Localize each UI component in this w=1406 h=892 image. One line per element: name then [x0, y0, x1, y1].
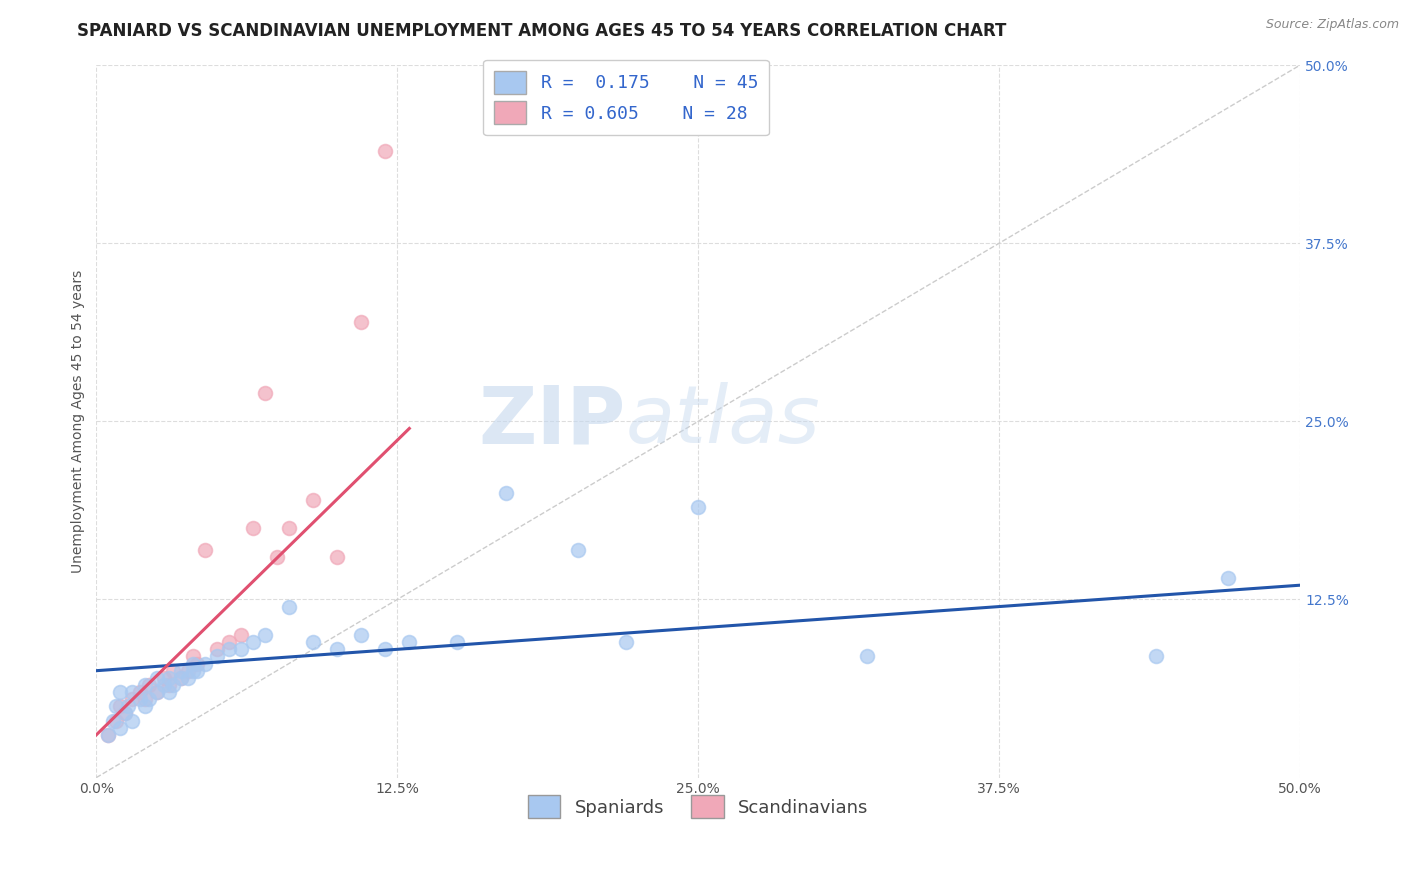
- Point: [157, 671, 180, 685]
- Point: [97, 728, 120, 742]
- Point: [186, 664, 208, 678]
- Point: [104, 699, 127, 714]
- Point: [374, 642, 396, 657]
- Point: [138, 692, 160, 706]
- Point: [278, 521, 301, 535]
- Point: [145, 671, 167, 685]
- Legend: Spaniards, Scandinavians: Spaniards, Scandinavians: [520, 788, 876, 825]
- Point: [242, 521, 264, 535]
- Point: [169, 671, 191, 685]
- Text: Source: ZipAtlas.com: Source: ZipAtlas.com: [1265, 18, 1399, 31]
- Point: [350, 628, 373, 642]
- Point: [446, 635, 468, 649]
- Point: [567, 542, 589, 557]
- Point: [114, 706, 136, 721]
- Point: [194, 657, 217, 671]
- Point: [302, 492, 325, 507]
- Point: [152, 678, 174, 692]
- Point: [1144, 649, 1167, 664]
- Point: [121, 714, 143, 728]
- Point: [218, 635, 240, 649]
- Point: [134, 699, 156, 714]
- Point: [181, 649, 204, 664]
- Point: [374, 144, 396, 158]
- Point: [138, 678, 160, 692]
- Point: [121, 685, 143, 699]
- Point: [326, 549, 349, 564]
- Point: [302, 635, 325, 649]
- Point: [97, 728, 120, 742]
- Point: [205, 642, 228, 657]
- Point: [152, 671, 174, 685]
- Point: [177, 664, 200, 678]
- Point: [229, 642, 252, 657]
- Point: [326, 642, 349, 657]
- Point: [117, 699, 139, 714]
- Point: [162, 664, 184, 678]
- Point: [242, 635, 264, 649]
- Point: [495, 485, 517, 500]
- Point: [134, 692, 156, 706]
- Point: [177, 671, 200, 685]
- Point: [128, 685, 150, 699]
- Point: [110, 685, 132, 699]
- Point: [145, 685, 167, 699]
- Point: [169, 671, 191, 685]
- Point: [121, 692, 143, 706]
- Point: [398, 635, 420, 649]
- Point: [181, 664, 204, 678]
- Point: [278, 599, 301, 614]
- Point: [194, 542, 217, 557]
- Point: [169, 664, 191, 678]
- Point: [253, 385, 276, 400]
- Point: [186, 657, 208, 671]
- Point: [157, 685, 180, 699]
- Point: [614, 635, 637, 649]
- Text: atlas: atlas: [626, 383, 821, 460]
- Point: [253, 628, 276, 642]
- Point: [103, 714, 125, 728]
- Y-axis label: Unemployment Among Ages 45 to 54 years: Unemployment Among Ages 45 to 54 years: [72, 269, 86, 573]
- Point: [157, 678, 180, 692]
- Point: [218, 642, 240, 657]
- Point: [162, 678, 184, 692]
- Point: [104, 714, 127, 728]
- Point: [688, 500, 710, 514]
- Point: [205, 649, 228, 664]
- Point: [134, 678, 156, 692]
- Point: [181, 657, 204, 671]
- Point: [229, 628, 252, 642]
- Text: ZIP: ZIP: [479, 383, 626, 460]
- Point: [1216, 571, 1239, 585]
- Point: [350, 315, 373, 329]
- Point: [114, 706, 136, 721]
- Point: [110, 721, 132, 735]
- Point: [266, 549, 288, 564]
- Point: [145, 685, 167, 699]
- Point: [128, 692, 150, 706]
- Text: SPANIARD VS SCANDINAVIAN UNEMPLOYMENT AMONG AGES 45 TO 54 YEARS CORRELATION CHAR: SPANIARD VS SCANDINAVIAN UNEMPLOYMENT AM…: [77, 22, 1007, 40]
- Point: [855, 649, 877, 664]
- Point: [110, 699, 132, 714]
